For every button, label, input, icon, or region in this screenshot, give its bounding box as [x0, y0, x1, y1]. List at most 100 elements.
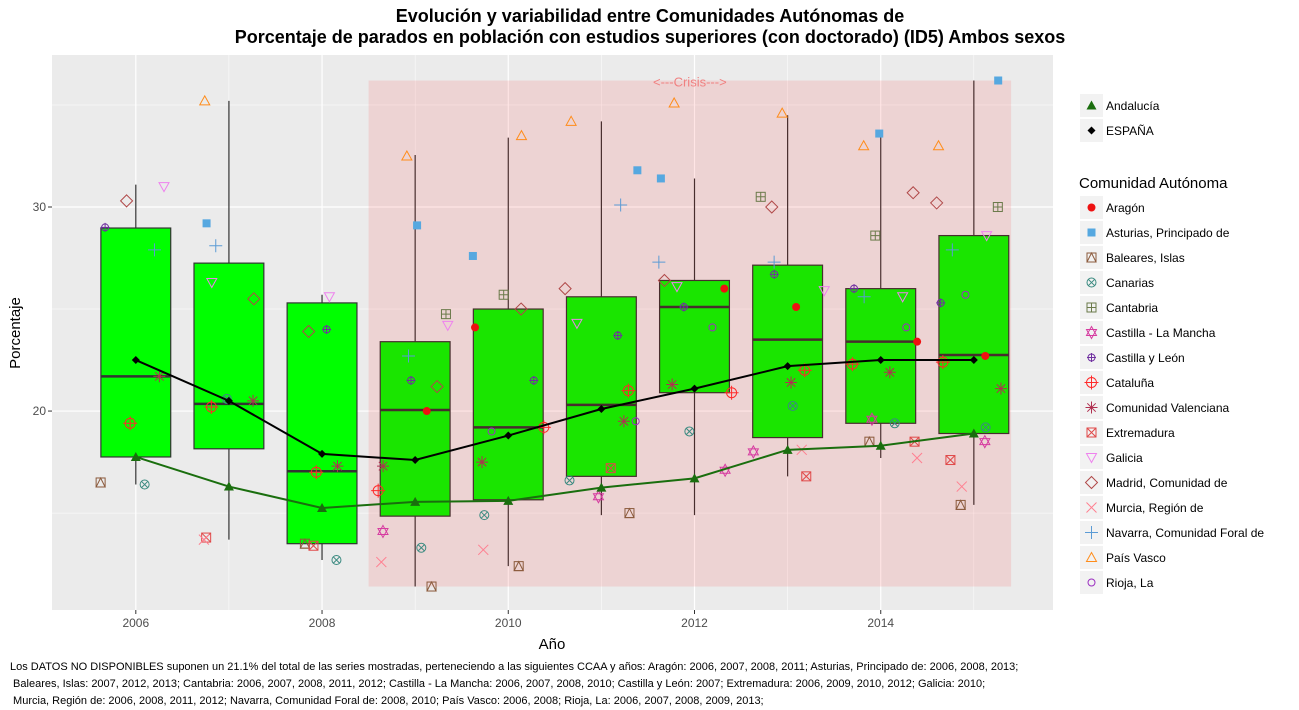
legend-icon-rioja-la [1087, 578, 1096, 587]
box-body [100, 227, 172, 458]
x-axis-label: Año [539, 636, 566, 653]
point-murcia-regi-n-de-2007 [198, 534, 210, 545]
point-madrid-comunidad-de-2014 [906, 186, 920, 200]
point-navarra-comunidad-foral-de-2014 [857, 290, 871, 304]
marker-andaluc-a-2007 [223, 481, 234, 491]
chart-title-line-1: Evolución y variabilidad entre Comunidad… [396, 6, 904, 26]
box-body [938, 234, 1010, 435]
point-comunidad-valenciana-2010 [476, 456, 489, 469]
point-comunidad-valenciana-2008 [331, 460, 344, 473]
marker-espa-a-2010 [504, 431, 513, 440]
series-lines [130, 356, 979, 512]
point-baleares-islas-2011 [624, 507, 635, 519]
x-tick-label: 2012 [681, 616, 708, 630]
point-cantabria-2010 [498, 289, 509, 300]
point-canarias-2012 [684, 426, 695, 437]
box-2014 [845, 133, 917, 458]
x-tick-label: 2010 [495, 616, 522, 630]
point-pa-s-vasco-2014 [857, 139, 870, 151]
legend-label: País Vasco [1106, 551, 1166, 565]
point-canarias-2013 [787, 400, 798, 411]
legend-icon-navarra-comunidad-foral-de [1085, 526, 1098, 539]
point-castilla-y-le-n-2006 [100, 222, 110, 232]
box-2012 [658, 178, 731, 516]
point-pa-s-vasco-2013 [776, 107, 789, 118]
point-rioja-la-2012 [708, 323, 717, 332]
point-madrid-comunidad-de-2015 [929, 196, 944, 210]
point-murcia-regi-n-de-2009 [375, 556, 387, 568]
legend-title: Comunidad Autónoma [1079, 175, 1228, 192]
point-cantabria-2014 [870, 230, 881, 241]
x-tick-label: 2006 [122, 616, 149, 630]
point-comunidad-valenciana-2011 [617, 415, 630, 428]
point-arag-n-2013 [792, 302, 801, 311]
point-pa-s-vasco-2007 [198, 94, 211, 106]
box-body [845, 288, 917, 424]
point-arag-n-2014 [913, 337, 922, 346]
legend-icon-castilla-y-le-n [1087, 353, 1096, 362]
legend-icon-catalu-a [1084, 375, 1099, 390]
point-pa-s-vasco-2012 [668, 96, 681, 108]
point-castilla-y-le-n-2012 [679, 302, 689, 312]
point-arag-n-2015 [981, 351, 990, 360]
point-comunidad-valenciana-2014 [883, 366, 896, 379]
point-baleares-islas-2006 [95, 476, 106, 488]
point-pa-s-vasco-2011 [565, 115, 577, 126]
box-2006 [100, 184, 172, 485]
point-murcia-regi-n-de-2015 [956, 481, 968, 492]
point-navarra-comunidad-foral-de-2013 [767, 255, 781, 269]
legend-label: Asturias, Principado de [1106, 226, 1230, 240]
point-comunidad-valenciana-2006 [153, 370, 166, 383]
marker-andaluc-a-2011 [596, 482, 607, 492]
point-castilla-y-le-n-2009 [406, 375, 416, 385]
legend-label: Madrid, Comunidad de [1106, 476, 1228, 490]
point-galicia-2008 [323, 292, 336, 303]
box-body [379, 341, 451, 517]
legend-label: ESPAÑA [1106, 124, 1154, 138]
marker-andaluc-a-2015 [968, 428, 979, 438]
point-madrid-comunidad-de-2009 [430, 379, 444, 394]
point-catalu-a-2008 [309, 465, 324, 480]
point-murcia-regi-n-de-2010 [477, 544, 489, 556]
legend-icon-baleares-islas [1086, 251, 1097, 263]
point-murcia-regi-n-de-2014 [911, 452, 923, 464]
box-body [658, 279, 731, 394]
point-arag-n-2010 [471, 323, 480, 332]
point-canarias-2009 [416, 542, 427, 553]
legend-icon-murcia-regi-n-de [1086, 502, 1097, 513]
legend-icon-castilla-la-mancha [1085, 325, 1098, 340]
point-galicia-2015 [980, 231, 993, 242]
crisis-label: <---Crisis---> [653, 75, 727, 90]
point-galicia-2007 [205, 278, 218, 289]
legend: Andalucía ESPAÑA Comunidad Autónoma Aragón A… [1079, 94, 1264, 594]
legend-label: Canarias [1106, 276, 1154, 290]
point-navarra-comunidad-foral-de-2006 [147, 243, 161, 257]
chart-title-line-2: Porcentaje de parados en población con e… [235, 27, 1066, 47]
point-comunidad-valenciana-2007 [247, 394, 260, 407]
legend-key [1080, 571, 1103, 594]
box-2015 [938, 80, 1010, 505]
point-extremadura-2013 [801, 471, 812, 482]
legend-label: Cantabria [1106, 301, 1158, 315]
legend-icon-cantabria [1086, 302, 1097, 313]
legend-label: Cataluña [1106, 376, 1154, 390]
point-galicia-2011 [571, 318, 583, 330]
marker-espa-a-2013 [783, 362, 792, 371]
point-navarra-comunidad-foral-de-2015 [945, 243, 959, 257]
marker-andaluc-a-2009 [410, 496, 421, 506]
line-andaluc-a [135, 432, 974, 509]
boxes [100, 80, 1010, 587]
point-castilla-la-mancha-2011 [592, 489, 605, 504]
point-rioja-la-2011 [631, 417, 640, 426]
legend-label: Castilla - La Mancha [1106, 326, 1216, 340]
point-asturias-principado-de-2014 [875, 129, 884, 138]
point-cantabria-2013 [755, 191, 766, 202]
marker-espa-a-2007 [224, 396, 233, 405]
box-2009 [379, 154, 451, 587]
point-navarra-comunidad-foral-de-2007 [209, 239, 223, 253]
point-catalu-a-2009 [371, 483, 386, 498]
crisis-rect [368, 80, 1012, 587]
point-catalu-a-2015 [935, 355, 950, 370]
point-madrid-comunidad-de-2011 [558, 281, 572, 296]
legend-label: Rioja, La [1106, 576, 1154, 590]
